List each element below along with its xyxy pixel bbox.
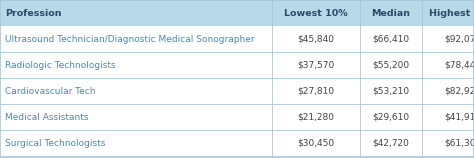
Bar [0,52,474,78]
Bar [0,0,474,26]
Text: Medical Assistants: Medical Assistants [5,112,89,122]
Text: Highest 10%: Highest 10% [429,9,474,18]
Bar [0,26,474,52]
Text: $45,840: $45,840 [298,34,335,43]
Text: $92,070: $92,070 [445,34,474,43]
Text: Lowest 10%: Lowest 10% [284,9,348,18]
Bar [0,104,474,130]
Text: $21,280: $21,280 [298,112,335,122]
Text: $66,410: $66,410 [373,34,410,43]
Text: $30,450: $30,450 [298,139,335,148]
Text: Surgical Technologists: Surgical Technologists [5,139,105,148]
Text: Profession: Profession [5,9,62,18]
Text: Cardiovascular Tech: Cardiovascular Tech [5,86,95,95]
Text: $82,920: $82,920 [445,86,474,95]
Text: $78,440: $78,440 [445,61,474,70]
Text: Ultrasound Technician/Diagnostic Medical Sonographer: Ultrasound Technician/Diagnostic Medical… [5,34,255,43]
Text: Radiologic Technologists: Radiologic Technologists [5,61,116,70]
Text: $55,200: $55,200 [373,61,410,70]
Text: $53,210: $53,210 [373,86,410,95]
Text: $29,610: $29,610 [373,112,410,122]
Text: $37,570: $37,570 [297,61,335,70]
Text: $27,810: $27,810 [298,86,335,95]
Bar [0,130,474,156]
Text: $42,720: $42,720 [373,139,410,148]
Text: $41,910: $41,910 [445,112,474,122]
Text: $61,300: $61,300 [444,139,474,148]
Bar [0,78,474,104]
Text: Median: Median [372,9,410,18]
